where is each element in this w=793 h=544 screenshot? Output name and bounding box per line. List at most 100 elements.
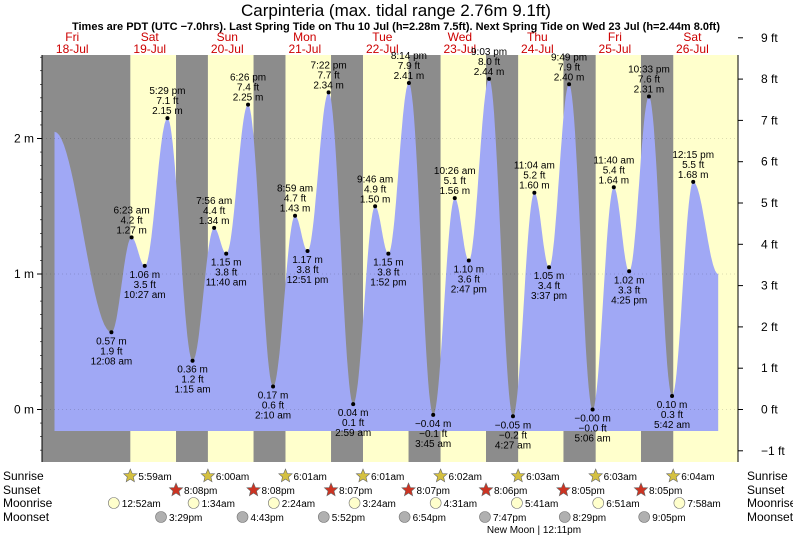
tide-height-m-label: 1.34 m [199,216,230,227]
y-tick-label: 3 ft [761,279,778,293]
tide-time-label: 7:22 pm [311,60,347,71]
sunset-time: 8:07pm [417,486,450,497]
high-tide-point [165,116,170,121]
sun-star-icon [556,482,571,497]
tide-time-label: 2:10 am [255,410,291,421]
sunrise-time: 6:01am [371,472,404,483]
sunrise-time: 6:03am [604,472,637,483]
moonrise-time: 12:52am [122,499,161,510]
tide-height-m-label: 1.56 m [439,186,470,197]
sun-star-icon [355,468,371,483]
tide-height-ft-label: 1.2 ft [181,375,203,386]
moonset-time: 3:29pm [169,513,202,524]
tide-time-label: 12:51 pm [287,275,329,286]
high-tide-point [129,235,134,240]
sunrise-row-label-left: Sunrise [3,469,44,483]
moonset-time: 5:52pm [332,513,365,524]
tide-height-ft-label: 7.6 ft [638,74,660,85]
high-tide-point [611,185,616,190]
moonset-icon [638,511,651,523]
day-label-weekday: Mon [293,30,316,44]
tide-time-label: 2:47 pm [451,284,487,295]
day-label-date: 26-Jul [676,42,709,56]
sunrise-time: 6:04am [681,472,714,483]
sunset-row-label-right: Sunset [747,483,785,497]
day-labels: Fri18-JulSat19-JulSun20-JulMon21-JulTue2… [56,30,709,56]
tide-time-label: 9:03 pm [471,47,507,58]
high-tide-point [532,190,537,195]
moon-phase-footer: New Moon | 12:11pm [487,525,581,536]
moonset-icon [236,511,249,523]
tide-time-label: 8:59 am [277,184,313,195]
tide-height-m-label: 2.25 m [233,93,264,104]
y-tick-label: 1 m [14,267,34,281]
sunrise-time: 5:59am [138,472,171,483]
tide-height-m-label: 1.50 m [360,194,391,205]
sun-star-icon [323,482,339,497]
moonset-icon [558,511,571,523]
moonrise-row-label-left: Moonrise [3,496,53,510]
moonrise-time: 5:41am [525,499,558,510]
sun-star-icon [122,468,138,483]
moonrise-icon [673,497,686,509]
day-label-date: 20-Jul [211,42,244,56]
tide-height-m-label: 1.15 m [211,258,242,269]
tide-time-label: 6:26 pm [230,73,266,84]
sunset-time: 8:05pm [649,486,682,497]
tide-height-ft-label: 3.8 ft [215,268,237,279]
tide-time-label: 1:52 pm [370,278,406,289]
sunset-time: 8:08pm [184,486,217,497]
tide-height-m-label: −0.04 m [415,419,451,430]
high-tide-point [406,80,411,85]
y-tick-label: 2 ft [761,320,778,334]
moonrise-icon [348,497,361,509]
day-label-weekday: Tue [372,30,393,44]
moonrise-row-label-right: Moonrise [747,496,793,510]
chart-subtitle: Times are PDT (UTC −7.0hrs). Last Spring… [72,21,720,33]
tide-time-label: 11:04 am [514,161,555,172]
y-tick-label: 7 ft [761,113,778,127]
tide-height-ft-label: 4.9 ft [364,184,386,195]
low-tide-point [510,414,515,419]
tide-height-ft-label: 5.4 ft [603,165,625,176]
low-tide-point [466,258,471,263]
tide-height-m-label: 0.36 m [177,365,208,376]
high-tide-point [246,102,251,107]
sunset-time: 8:08pm [262,486,295,497]
moonrise-time: 4:31am [444,499,477,510]
tide-time-label: 5:06 am [575,434,611,445]
low-tide-point [305,248,310,253]
sunset-row-label-left: Sunset [3,483,41,497]
y-tick-label: 2 m [14,132,34,146]
tide-height-m-label: 1.17 m [292,255,323,266]
y-tick-label: −1 ft [761,444,785,458]
sunrise-time: 6:01am [293,472,326,483]
tide-height-m-label: 0.04 m [338,408,369,419]
tide-time-label: 10:33 pm [628,64,670,75]
moonset-row-label-right: Moonset [747,510,793,524]
moonrise-time: 6:51am [606,499,639,510]
tide-height-ft-label: 3.8 ft [377,268,399,279]
tide-height-ft-label: −0.0 ft [579,424,607,435]
y-tick-label: 5 ft [761,196,778,210]
moonrise-time: 2:24am [282,499,315,510]
tide-time-label: 2:59 am [335,428,371,439]
low-tide-point [547,265,552,270]
sun-star-icon [278,468,293,483]
moonrise-icon [429,497,442,509]
tide-height-m-label: 1.64 m [599,175,630,186]
y-axis-right: −1 ft 0 ft 1 ft 2 ft 3 ft 4 ft 5 ft 6 ft 7 ft 8 f… [737,31,785,462]
day-label-date: 23-Jul [443,42,476,56]
tide-height-ft-label: 4.2 ft [120,215,142,226]
y-tick-label: 1 ft [761,361,778,375]
day-label-weekday: Fri [65,30,79,44]
low-tide-point [190,358,195,363]
moonrise-time: 1:34am [202,499,235,510]
y-tick-label: 0 ft [761,403,778,417]
tide-time-label: 12:08 am [91,356,133,367]
day-label-weekday: Wed [448,30,472,44]
low-tide-point [590,407,595,412]
tide-height-ft-label: 0.1 ft [342,418,364,429]
